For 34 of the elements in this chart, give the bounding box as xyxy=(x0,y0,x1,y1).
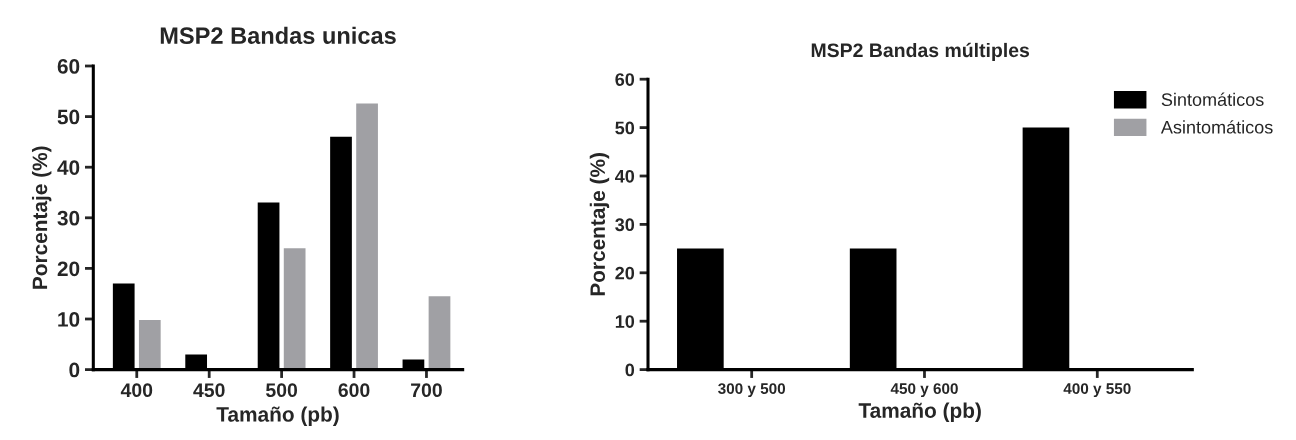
chart-title: MSP2 Bandas unicas xyxy=(160,26,396,45)
bar xyxy=(138,320,161,370)
x-tick-label: 400 xyxy=(120,383,153,398)
y-axis-title: Porcentaje (%) xyxy=(31,146,52,289)
bar xyxy=(428,296,451,370)
x-tick-label: 300 y 500 xyxy=(718,383,786,398)
y-tick-label: 10 xyxy=(58,312,80,327)
y-tick-label: 40 xyxy=(57,160,80,175)
bar xyxy=(283,248,306,370)
x-tick-label: 450 xyxy=(193,383,225,398)
x-tick-label: 500 xyxy=(265,383,298,398)
x-tick-label: 700 xyxy=(411,383,442,398)
y-tick-label: 20 xyxy=(57,261,80,277)
y-tick-label: 40 xyxy=(615,169,635,183)
y-tick-label: 50 xyxy=(57,109,80,125)
chart-title: MSP2 Bandas múltiples xyxy=(811,42,1030,62)
y-tick-label: 10 xyxy=(615,315,635,328)
bar xyxy=(356,103,378,370)
x-tick-label: 400 y 550 xyxy=(1063,383,1131,398)
y-axis-title: Porcentaje (%) xyxy=(589,153,610,296)
legend-label: Asintomáticos xyxy=(1160,120,1273,134)
y-tick-label: 20 xyxy=(615,266,635,280)
y-tick-label: 0 xyxy=(69,362,80,378)
y-tick-label: 30 xyxy=(615,218,635,232)
legend-label: Sintomáticos xyxy=(1161,92,1264,107)
x-axis-title: Tamaño (pb) xyxy=(858,402,981,423)
y-tick-label: 30 xyxy=(57,210,80,226)
y-tick-label: 60 xyxy=(615,73,635,86)
y-tick-label: 0 xyxy=(625,363,635,377)
y-tick-label: 60 xyxy=(57,59,80,74)
x-axis-title: Tamaño (pb) xyxy=(216,406,339,426)
x-tick-label: 600 xyxy=(338,383,370,398)
y-tick-label: 50 xyxy=(615,121,635,135)
x-tick-label: 450 y 600 xyxy=(890,383,958,398)
